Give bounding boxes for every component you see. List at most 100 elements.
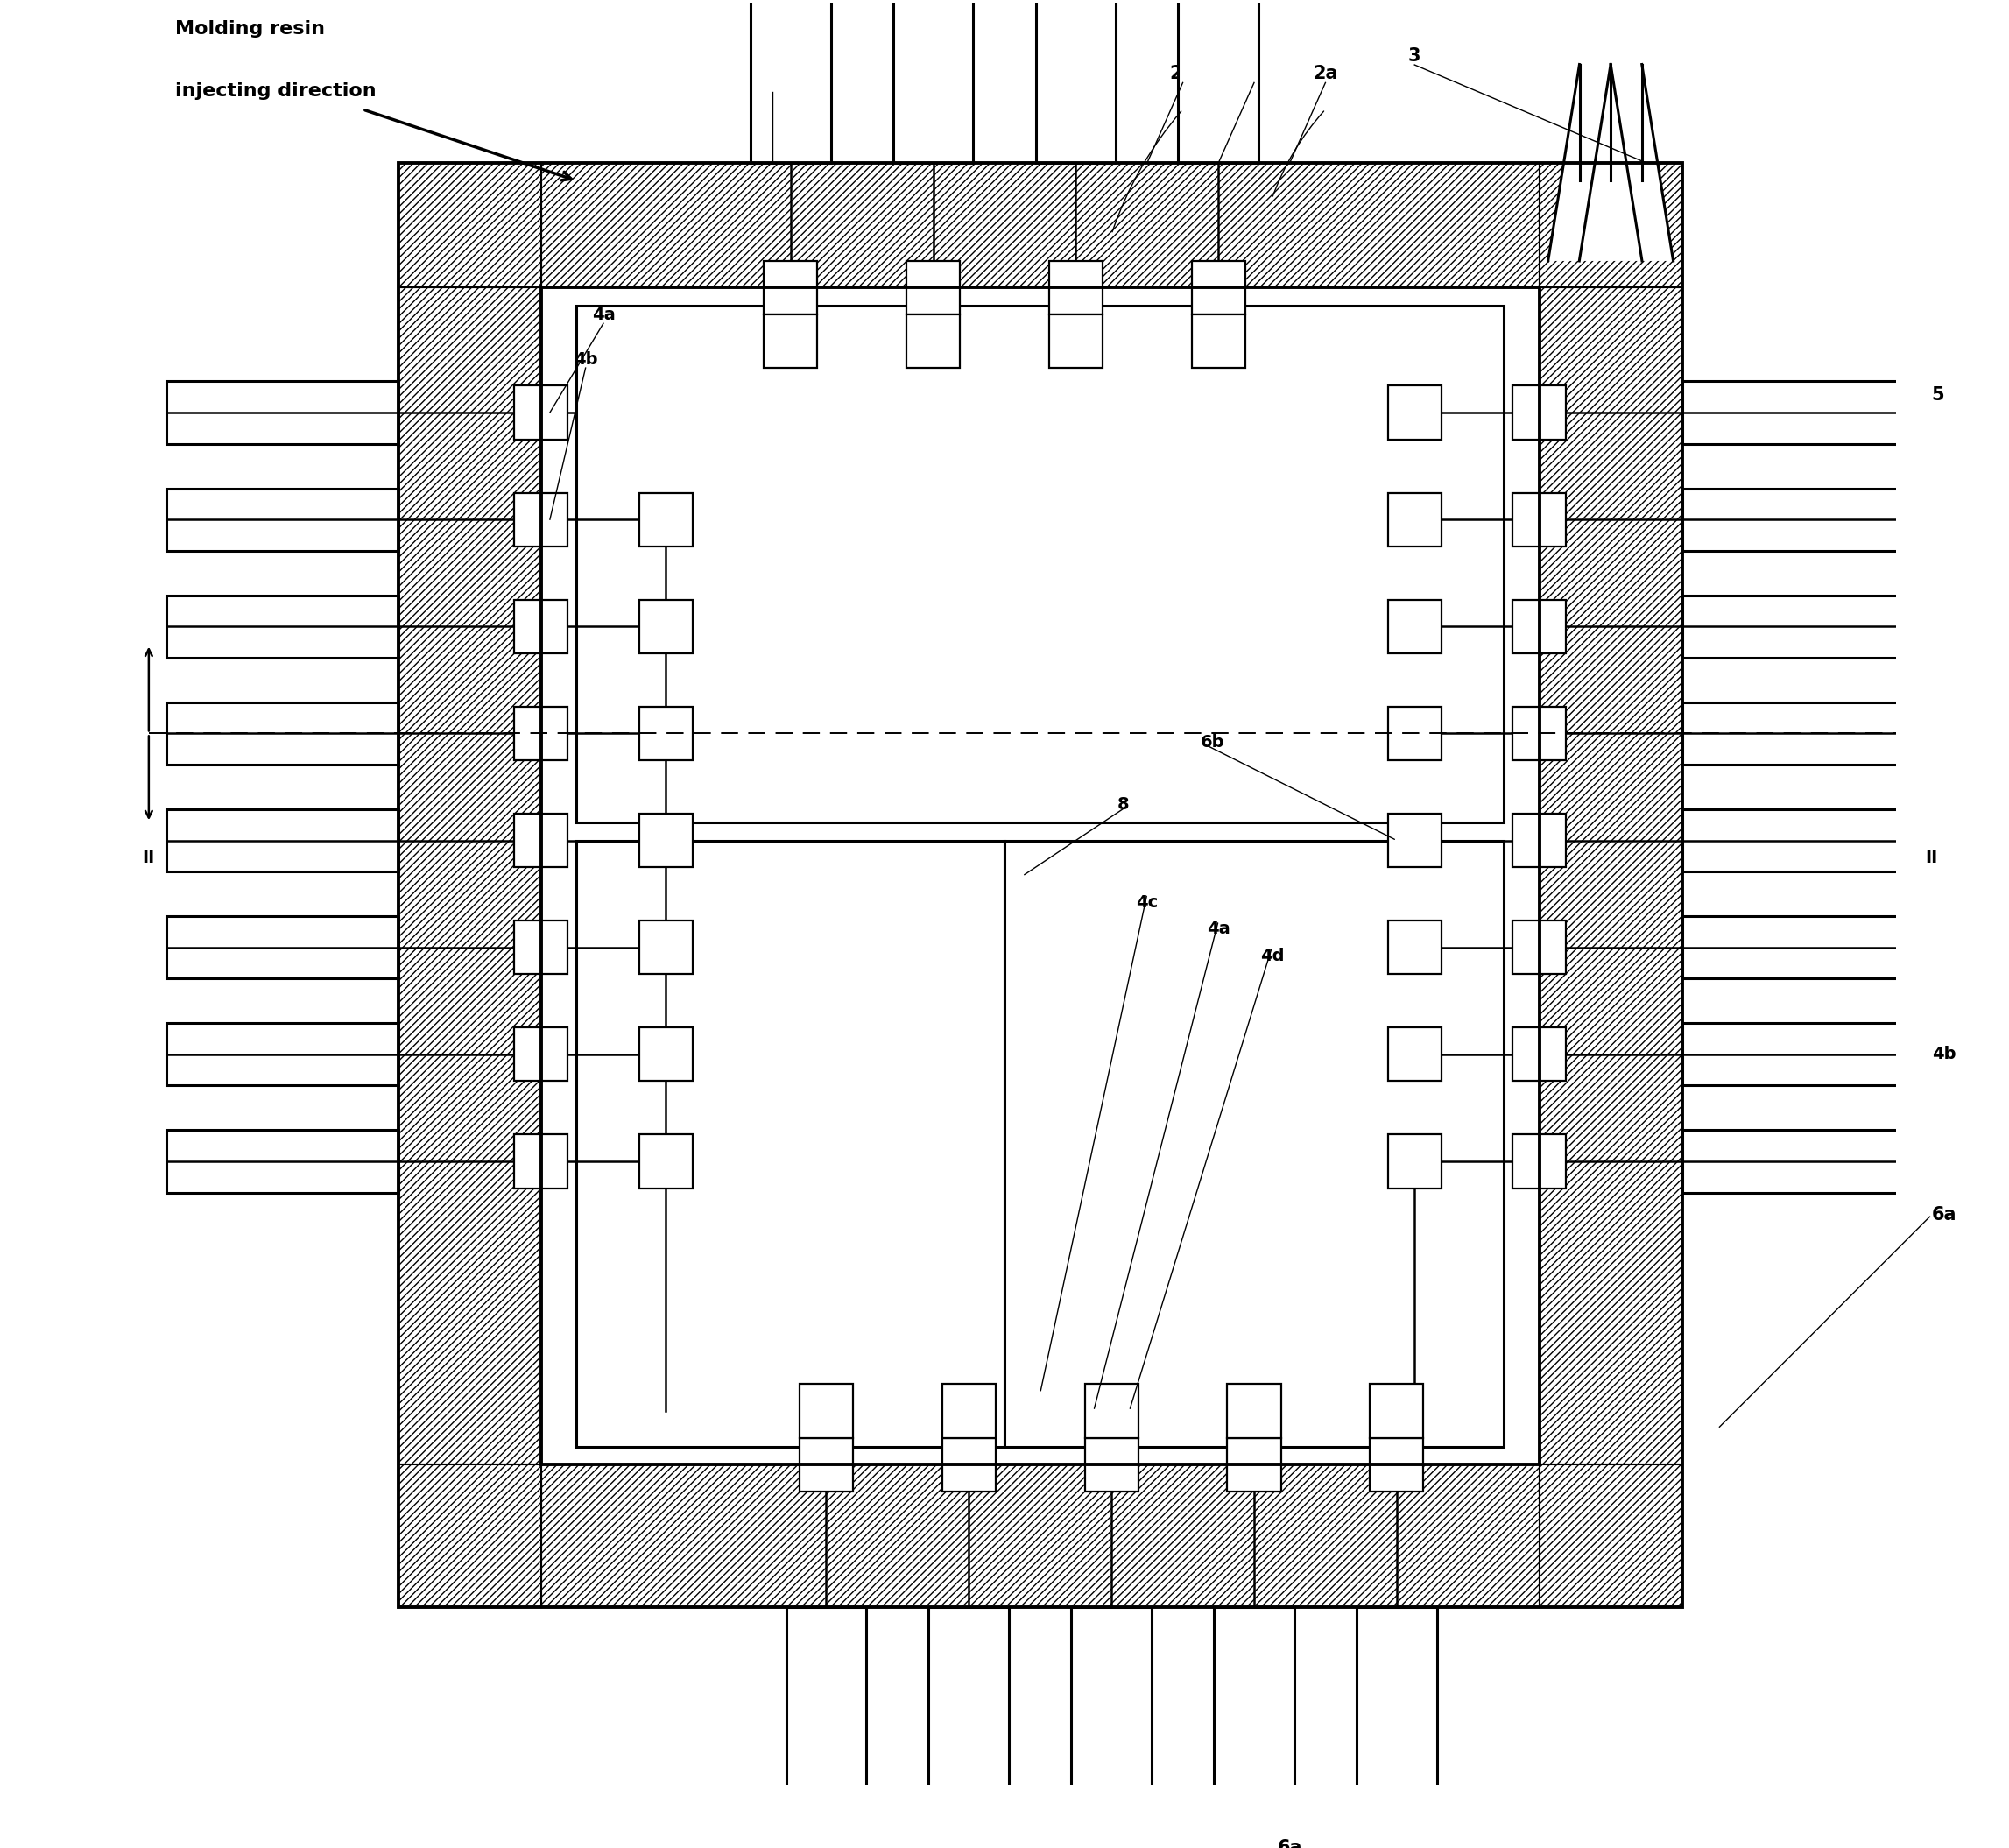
Text: 8: 8 bbox=[1117, 796, 1129, 813]
Bar bbox=[514, 813, 569, 867]
Bar bbox=[1071, 1608, 1151, 1804]
Bar bbox=[1682, 595, 1915, 658]
Bar bbox=[1191, 261, 1246, 314]
Polygon shape bbox=[1549, 65, 1641, 261]
Bar bbox=[786, 1608, 866, 1804]
Bar bbox=[1539, 1464, 1682, 1608]
Text: 6a: 6a bbox=[1278, 1839, 1302, 1848]
Text: II: II bbox=[143, 850, 155, 867]
Text: II: II bbox=[1925, 850, 1939, 867]
Bar bbox=[514, 493, 569, 547]
Bar bbox=[514, 1027, 569, 1081]
Bar bbox=[1191, 314, 1246, 368]
Bar bbox=[906, 314, 960, 368]
Bar bbox=[1513, 601, 1567, 652]
Text: 4a: 4a bbox=[1207, 920, 1230, 937]
Bar bbox=[514, 920, 569, 974]
Text: 4a: 4a bbox=[593, 307, 615, 323]
Text: 4b: 4b bbox=[573, 351, 597, 368]
Bar bbox=[1513, 386, 1567, 440]
Bar bbox=[398, 288, 540, 1464]
Bar bbox=[1513, 813, 1567, 867]
Bar bbox=[1513, 706, 1567, 760]
Text: 1: 1 bbox=[765, 74, 779, 92]
Bar bbox=[1227, 1384, 1282, 1438]
Bar bbox=[167, 1024, 398, 1085]
Bar bbox=[1682, 809, 1915, 872]
Bar bbox=[1539, 163, 1682, 288]
Bar bbox=[639, 601, 693, 652]
Bar bbox=[577, 841, 1004, 1447]
Bar bbox=[514, 601, 569, 652]
Bar bbox=[751, 0, 830, 163]
Bar bbox=[1682, 381, 1915, 444]
Bar bbox=[639, 706, 693, 760]
Bar bbox=[639, 920, 693, 974]
Bar bbox=[398, 1464, 540, 1608]
Bar bbox=[540, 1464, 1539, 1608]
Bar bbox=[1682, 1024, 1915, 1085]
Bar bbox=[942, 1438, 996, 1491]
Bar bbox=[928, 1608, 1009, 1804]
Bar bbox=[639, 813, 693, 867]
Bar bbox=[942, 1384, 996, 1438]
Bar bbox=[1370, 1438, 1424, 1491]
Text: injecting direction: injecting direction bbox=[175, 83, 376, 100]
Bar bbox=[639, 493, 693, 547]
Polygon shape bbox=[1579, 65, 1673, 261]
Bar bbox=[906, 261, 960, 314]
Bar bbox=[1049, 261, 1103, 314]
Bar bbox=[1388, 386, 1440, 440]
Bar bbox=[514, 706, 569, 760]
Bar bbox=[577, 305, 1503, 822]
Text: 5: 5 bbox=[1931, 386, 1945, 403]
Bar bbox=[398, 163, 540, 288]
Bar bbox=[1388, 813, 1440, 867]
Text: 2a: 2a bbox=[1314, 65, 1338, 83]
Text: Molding resin: Molding resin bbox=[175, 20, 325, 37]
Text: 7: 7 bbox=[1248, 65, 1260, 83]
Text: 6b: 6b bbox=[1201, 734, 1225, 750]
Bar bbox=[167, 1131, 398, 1192]
Bar bbox=[1370, 1384, 1424, 1438]
Bar bbox=[1213, 1608, 1294, 1804]
Bar bbox=[639, 1027, 693, 1081]
Bar bbox=[1513, 1027, 1567, 1081]
Text: 6a: 6a bbox=[1931, 1207, 1957, 1223]
Text: 4b: 4b bbox=[1931, 1046, 1955, 1063]
Bar bbox=[800, 1384, 854, 1438]
Bar bbox=[1682, 702, 1915, 765]
Bar bbox=[1388, 601, 1440, 652]
Bar bbox=[1049, 314, 1103, 368]
Text: 3: 3 bbox=[1408, 48, 1420, 65]
Bar bbox=[800, 1438, 854, 1491]
Bar bbox=[1682, 917, 1915, 979]
Bar bbox=[639, 1135, 693, 1188]
Bar bbox=[167, 702, 398, 765]
Bar bbox=[1227, 1438, 1282, 1491]
Bar bbox=[1037, 0, 1115, 163]
Bar bbox=[1388, 1135, 1440, 1188]
Bar bbox=[167, 381, 398, 444]
Bar bbox=[1356, 1608, 1436, 1804]
Bar bbox=[1513, 493, 1567, 547]
Bar bbox=[894, 0, 972, 163]
Bar bbox=[540, 288, 1539, 1464]
Bar bbox=[1513, 1135, 1567, 1188]
Bar bbox=[763, 261, 818, 314]
Bar bbox=[1388, 920, 1440, 974]
Bar bbox=[1388, 1027, 1440, 1081]
Text: 4d: 4d bbox=[1260, 948, 1284, 965]
Bar bbox=[1179, 0, 1258, 163]
Bar bbox=[514, 386, 569, 440]
Bar bbox=[763, 314, 818, 368]
Bar bbox=[1682, 1131, 1915, 1192]
Bar bbox=[1388, 493, 1440, 547]
Bar bbox=[167, 809, 398, 872]
Bar bbox=[1004, 841, 1503, 1447]
Bar bbox=[1085, 1384, 1139, 1438]
Bar bbox=[1539, 288, 1682, 1464]
Text: 2b: 2b bbox=[1169, 65, 1195, 83]
Bar bbox=[1513, 920, 1567, 974]
Text: 4c: 4c bbox=[1135, 894, 1157, 911]
